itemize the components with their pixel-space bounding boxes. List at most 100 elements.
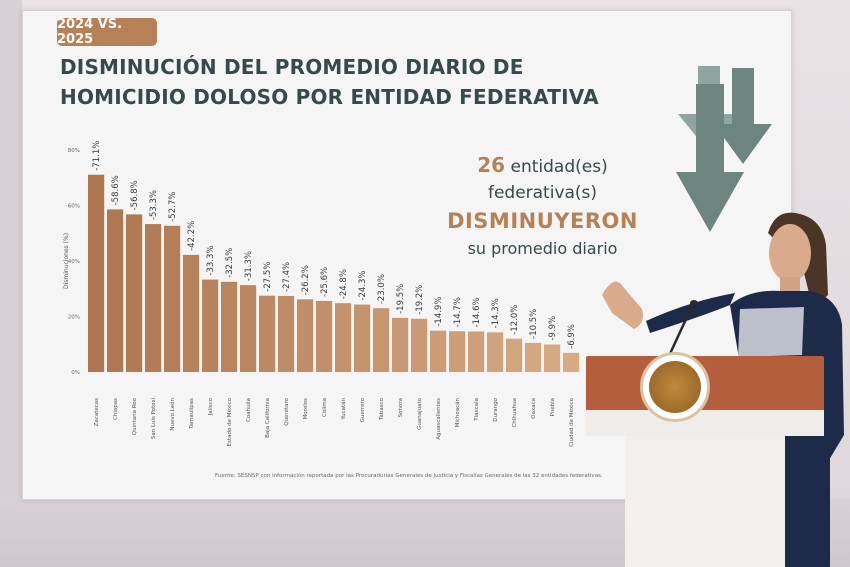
bar bbox=[88, 174, 105, 372]
y-tick-label: 20% bbox=[68, 315, 80, 321]
bar bbox=[145, 224, 162, 372]
bar bbox=[107, 209, 124, 372]
bar bbox=[316, 300, 333, 372]
x-tick-label: Aguascalientes bbox=[436, 398, 442, 440]
bar bbox=[221, 281, 238, 372]
speaker-embroidery bbox=[738, 307, 804, 357]
bar-value-label: -6.9% bbox=[567, 324, 577, 349]
bar bbox=[468, 331, 485, 372]
bar bbox=[563, 352, 580, 372]
y-tick-label: 60% bbox=[68, 204, 80, 210]
microphone-head bbox=[690, 300, 698, 306]
x-tick-label: Yucatán bbox=[340, 397, 347, 420]
bar-value-label: -31.3% bbox=[244, 251, 254, 281]
bar-value-label: -27.4% bbox=[282, 262, 292, 292]
bar-value-label: -14.6% bbox=[472, 297, 482, 327]
x-tick-label: Durango bbox=[493, 397, 499, 421]
bar-value-label: -14.7% bbox=[453, 297, 463, 327]
bar-value-label: -33.3% bbox=[206, 246, 216, 276]
bar bbox=[164, 225, 181, 372]
decrease-arrows-icon bbox=[676, 66, 772, 232]
bar bbox=[354, 304, 371, 372]
bar bbox=[240, 285, 257, 372]
speaker-neck bbox=[780, 277, 800, 293]
wall-left bbox=[0, 0, 22, 567]
x-tick-label: Guanajuato bbox=[417, 397, 423, 430]
headline-count: 26 bbox=[477, 153, 506, 177]
bar-value-label: -52.7% bbox=[168, 192, 178, 222]
bar bbox=[335, 303, 352, 372]
bar bbox=[449, 331, 466, 372]
bar bbox=[525, 342, 542, 372]
x-tick-label: Chiapas bbox=[113, 398, 119, 420]
bar-value-label: -58.6% bbox=[111, 175, 121, 205]
year-badge: 2024 VS. 2025 bbox=[57, 17, 157, 47]
x-tick-label: Quintana Roo bbox=[132, 397, 138, 435]
speaker-face bbox=[769, 224, 811, 282]
x-tick-label: Colima bbox=[322, 398, 328, 417]
podium-edge bbox=[586, 410, 824, 436]
arrow-front-icon bbox=[676, 84, 744, 232]
x-tick-label: Zacatecas bbox=[94, 398, 100, 426]
x-tick-label: Oaxaca bbox=[531, 398, 537, 419]
bar bbox=[373, 308, 390, 372]
source-note: Fuente: SESNSP con información reportada… bbox=[215, 473, 603, 479]
slide-title-line1: DISMINUCIÓN DEL PROMEDIO DIARIO DE bbox=[60, 55, 524, 79]
seal-emblem bbox=[649, 361, 701, 413]
slide-title-line2: HOMICIDIO DOLOSO POR ENTIDAD FEDERATIVA bbox=[60, 85, 599, 109]
x-tick-label: Nuevo León bbox=[169, 397, 176, 430]
bar bbox=[297, 299, 314, 372]
x-tick-label: Tlaxcala bbox=[474, 398, 480, 422]
bar bbox=[392, 317, 409, 372]
national-seal-icon bbox=[640, 352, 710, 422]
bar bbox=[259, 295, 276, 372]
bar bbox=[411, 318, 428, 372]
bar-value-label: -23.0% bbox=[377, 274, 387, 304]
x-tick-label: Estado de México bbox=[226, 397, 233, 446]
x-tick-label: Ciudad de México bbox=[568, 397, 575, 446]
bar-value-label: -25.6% bbox=[320, 267, 330, 297]
microphone-icon bbox=[667, 300, 698, 357]
microphone-stem bbox=[667, 303, 695, 357]
x-tick-label: Jalisco bbox=[208, 397, 214, 416]
bar-value-label: -42.2% bbox=[187, 221, 197, 251]
bar-value-label: -32.5% bbox=[225, 248, 235, 278]
y-axis-label: Disminuciones (%) bbox=[63, 233, 70, 289]
bar-value-label: -10.5% bbox=[529, 309, 539, 339]
bar-value-label: -19.2% bbox=[415, 285, 425, 315]
x-tick-label: Guerrero bbox=[360, 397, 366, 422]
bar-value-label: -27.5% bbox=[263, 262, 273, 292]
x-tick-label: Querétaro bbox=[283, 397, 290, 425]
bar-value-label: -19.5% bbox=[396, 284, 406, 314]
headline-line1: 26 entidad(es) federativa(s) bbox=[425, 152, 660, 206]
x-tick-label: Coahuila bbox=[246, 398, 252, 422]
x-tick-label: Tabasco bbox=[379, 397, 385, 421]
x-tick-label: Morelos bbox=[303, 398, 309, 420]
x-tick-label: Michoacán bbox=[454, 397, 461, 427]
y-tick-label: 80% bbox=[68, 148, 80, 154]
bar-chart: Disminuciones (%) 0% 20% 40% 60% 80% -71.1% Zac… bbox=[63, 141, 580, 447]
bar-value-label: -56.8% bbox=[130, 180, 140, 210]
headline-line1-text: entidad(es) federativa(s) bbox=[487, 157, 608, 203]
bar bbox=[430, 330, 447, 372]
bar-value-label: -24.3% bbox=[358, 270, 368, 300]
bar-value-label: -24.8% bbox=[339, 269, 349, 299]
bar-value-label: -53.3% bbox=[149, 190, 159, 220]
x-tick-label: Chihuahua bbox=[512, 398, 518, 428]
bar bbox=[278, 295, 295, 372]
x-tick-label: Sonora bbox=[398, 398, 404, 417]
y-tick-label: 0% bbox=[71, 370, 80, 376]
bar bbox=[202, 279, 219, 372]
bar bbox=[506, 338, 523, 372]
arrow-right-icon bbox=[714, 68, 772, 164]
speaker-left-arm bbox=[646, 293, 735, 333]
bar-value-label: -9.9% bbox=[548, 316, 558, 341]
bar bbox=[544, 344, 561, 372]
x-tick-label: San Luis Potosí bbox=[150, 398, 157, 440]
bar bbox=[183, 254, 200, 372]
podium-body bbox=[625, 436, 785, 567]
x-tick-label: Baja California bbox=[265, 398, 271, 438]
headline-line2: DISMINUYERON bbox=[447, 209, 638, 233]
headline-line3: su promedio diario bbox=[467, 239, 618, 258]
bar-value-label: -26.2% bbox=[301, 265, 311, 295]
